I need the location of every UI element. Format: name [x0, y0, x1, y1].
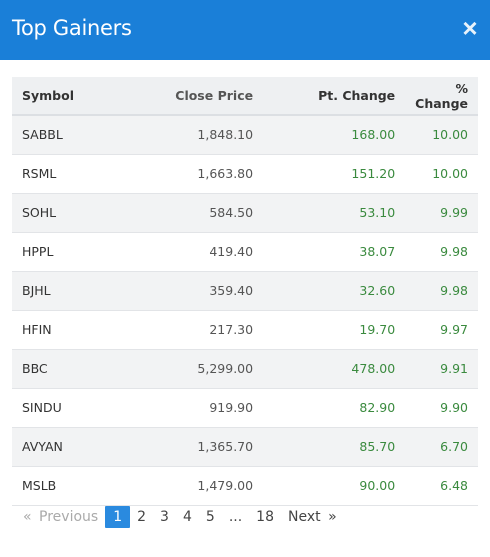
cell-pt-change: 38.07 [359, 244, 396, 259]
cell-pt-change: 90.00 [359, 478, 396, 493]
cell-symbol: HPPL [22, 244, 54, 259]
cell-pt-change: 32.60 [359, 283, 396, 298]
cell-pct-change: 9.98 [440, 244, 468, 259]
cell-symbol: SABBL [22, 127, 63, 143]
table-row: RSML 1,663.80 151.20 10.00 [12, 154, 478, 193]
cell-close-price: 1,479.00 [197, 478, 254, 493]
page-5-button[interactable]: 5 [205, 509, 215, 525]
cell-symbol: SINDU [22, 400, 62, 415]
column-header-symbol[interactable]: Symbol [12, 77, 131, 116]
table-row: HPPL 419.40 38.07 9.98 [12, 232, 478, 271]
close-icon[interactable]: × [462, 13, 478, 43]
cell-close-price: 1,365.70 [197, 439, 254, 454]
cell-pt-change: 168.00 [351, 127, 396, 143]
cell-close-price: 919.90 [209, 400, 254, 415]
cell-pct-change: 9.97 [440, 322, 468, 337]
cell-close-price: 419.40 [209, 244, 254, 259]
modal-title: Top Gainers [12, 16, 132, 40]
cell-close-price: 217.30 [209, 322, 254, 337]
cell-pt-change: 82.90 [359, 400, 396, 415]
column-header-pt-change[interactable]: Pt. Change [263, 77, 406, 116]
column-header-close-price[interactable]: Close Price [130, 77, 264, 116]
table-row: AVYAN 1,365.70 85.70 6.70 [12, 427, 478, 466]
table-row: MSLB 1,479.00 90.00 6.48 [12, 466, 478, 505]
page-1-button[interactable]: 1 [105, 506, 131, 528]
cell-pt-change: 151.20 [351, 166, 396, 181]
cell-symbol: RSML [22, 166, 57, 181]
cell-symbol: BJHL [22, 283, 51, 298]
cell-close-price: 1,663.80 [197, 166, 254, 181]
table-row: SINDU 919.90 82.90 9.90 [12, 388, 478, 427]
cell-close-price: 359.40 [209, 283, 254, 298]
double-chevron-right-icon: » [328, 509, 337, 525]
cell-pct-change: 10.00 [432, 127, 468, 143]
previous-label: Previous [39, 509, 99, 525]
pagination: « Previous 1 2 3 4 5 ... 18 Next » [12, 506, 347, 528]
page-3-button[interactable]: 3 [160, 509, 169, 525]
cell-pct-change: 9.91 [440, 361, 468, 376]
cell-symbol: HFIN [22, 322, 52, 337]
page-2-button[interactable]: 2 [137, 509, 147, 525]
cell-symbol: AVYAN [22, 439, 63, 454]
table-row: BBC 5,299.00 478.00 9.91 [12, 349, 478, 388]
cell-close-price: 1,848.10 [197, 127, 254, 143]
cell-pt-change: 478.00 [351, 361, 396, 376]
column-header-pct-change[interactable]: % Change [405, 77, 478, 116]
next-page-button[interactable]: Next » [281, 506, 347, 528]
table-row: BJHL 359.40 32.60 9.98 [12, 271, 478, 310]
top-gainers-table: Symbol Close Price Pt. Change % Change S… [12, 77, 478, 506]
previous-page-button[interactable]: « Previous [12, 506, 105, 528]
cell-pt-change: 19.70 [359, 322, 396, 337]
page-4-button[interactable]: 4 [182, 509, 192, 525]
table-row: SOHL 584.50 53.10 9.99 [12, 193, 478, 232]
top-gainers-table-container: Symbol Close Price Pt. Change % Change S… [12, 77, 478, 506]
cell-pt-change: 85.70 [359, 439, 396, 454]
table-row: HFIN 217.30 19.70 9.97 [12, 310, 478, 349]
cell-pt-change: 53.10 [359, 205, 396, 220]
cell-pct-change: 9.98 [440, 283, 468, 298]
table-header-row: Symbol Close Price Pt. Change % Change [12, 77, 478, 116]
cell-symbol: BBC [22, 361, 48, 376]
cell-symbol: SOHL [22, 205, 57, 220]
cell-close-price: 5,299.00 [197, 361, 254, 376]
cell-pct-change: 6.48 [440, 478, 468, 493]
pagination-ellipsis: ... [228, 509, 243, 525]
cell-symbol: MSLB [22, 478, 57, 493]
cell-pct-change: 9.90 [440, 400, 468, 415]
cell-pct-change: 10.00 [432, 166, 468, 181]
table-row: SABBL 1,848.10 168.00 10.00 [12, 115, 478, 154]
modal-header: Top Gainers × [0, 0, 490, 60]
cell-pct-change: 6.70 [440, 439, 468, 454]
double-chevron-left-icon: « [23, 509, 32, 525]
next-label: Next [288, 509, 321, 525]
cell-pct-change: 9.99 [440, 205, 468, 220]
cell-close-price: 584.50 [209, 205, 254, 220]
page-18-button[interactable]: 18 [256, 509, 274, 525]
